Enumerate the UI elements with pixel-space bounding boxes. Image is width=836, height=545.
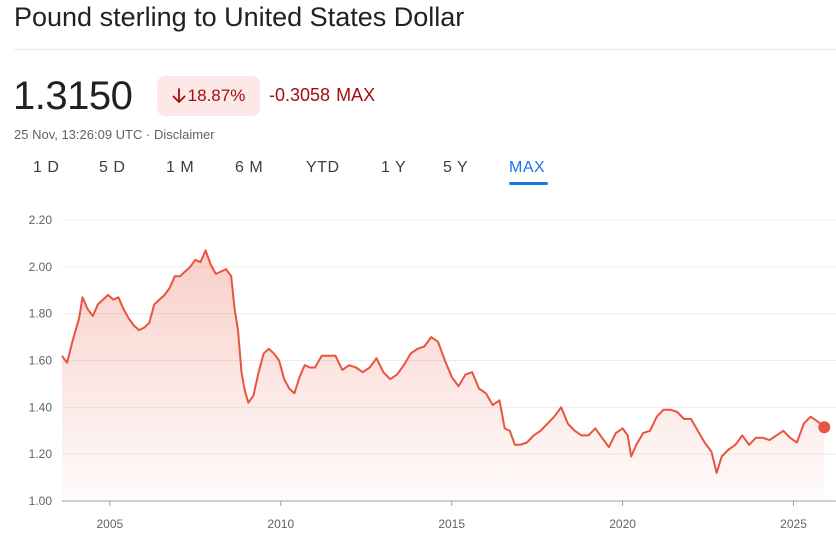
time-range-tabs: 1 D 5 D 1 M 6 M YTD 1 Y 5 Y MAX [0,155,836,187]
price-chart[interactable]: 2.20 2.00 1.80 1.60 1.40 1.20 1.00 2005 2010 201… [0,200,836,545]
x-axis: 2005 2010 2015 2020 2025 [97,501,807,531]
percent-change-badge: 18.87% [157,76,260,116]
tab-5y[interactable]: 5 Y [443,159,469,176]
x-tick-label: 2020 [609,517,636,531]
tab-6m[interactable]: 6 M [235,159,264,176]
y-tick-label: 1.60 [29,354,53,368]
page-title: Pound sterling to United States Dollar [14,2,465,32]
arrow-down-icon [172,88,186,103]
x-tick-label: 2005 [97,517,124,531]
y-tick-label: 2.20 [29,213,53,227]
current-price: 1.3150 [13,74,133,118]
last-price-point [818,421,831,434]
change-range-label: MAX [336,85,376,105]
x-tick-label: 2015 [438,517,465,531]
timestamp-line: 25 Nov, 13:26:09 UTC · Disclaimer [14,127,215,142]
y-axis: 2.20 2.00 1.80 1.60 1.40 1.20 1.00 [29,213,53,508]
y-tick-label: 1.40 [29,400,53,414]
y-tick-label: 1.00 [29,494,53,508]
tab-max[interactable]: MAX [509,159,546,176]
price-line [61,249,825,474]
x-tick-label: 2010 [267,517,294,531]
divider [14,49,836,50]
absolute-change: -0.3058 MAX [269,85,381,106]
tab-5d[interactable]: 5 D [99,159,126,176]
price-area-fill [62,250,825,501]
tab-1d[interactable]: 1 D [33,159,60,176]
timestamp: 25 Nov, 13:26:09 UTC · [14,127,154,142]
disclaimer-link[interactable]: Disclaimer [153,127,215,142]
absolute-change-value: -0.3058 [269,85,331,105]
active-tab-indicator [509,182,548,185]
percent-change-value: 18.87% [187,86,246,105]
tab-1m[interactable]: 1 M [166,159,195,176]
tab-ytd[interactable]: YTD [306,159,340,176]
y-tick-label: 2.00 [29,260,53,274]
tab-1y[interactable]: 1 Y [381,159,407,176]
y-tick-label: 1.80 [29,307,53,321]
y-tick-label: 1.20 [29,447,53,461]
x-tick-label: 2025 [780,517,807,531]
